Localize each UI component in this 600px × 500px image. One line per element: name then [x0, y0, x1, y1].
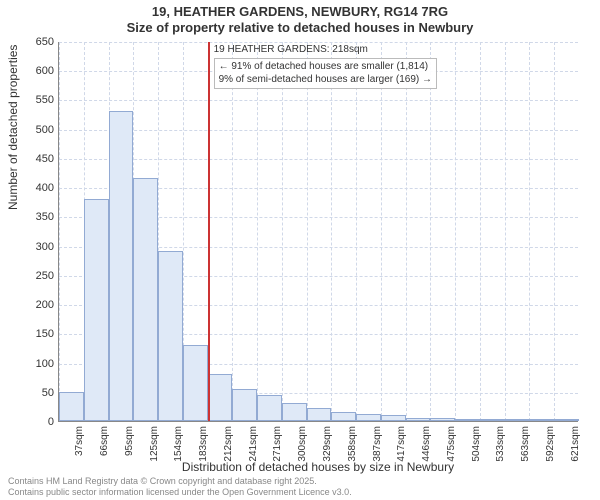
histogram-bar: [331, 412, 356, 421]
x-tick-label: 125sqm: [149, 426, 160, 486]
y-tick-label: 150: [24, 328, 54, 340]
histogram-bar: [133, 178, 158, 421]
histogram-bar: [505, 419, 530, 421]
histogram-bar: [406, 418, 431, 422]
histogram-bar: [109, 111, 134, 421]
vgrid-line: [257, 42, 258, 421]
vgrid-line: [282, 42, 283, 421]
x-tick-label: 154sqm: [173, 426, 184, 486]
vgrid-line: [455, 42, 456, 421]
y-tick-label: 250: [24, 270, 54, 282]
x-tick-label: 212sqm: [223, 426, 234, 486]
vgrid-line: [505, 42, 506, 421]
histogram-chart: 19, HEATHER GARDENS, NEWBURY, RG14 7RG S…: [0, 0, 600, 500]
x-tick-label: 621sqm: [570, 426, 581, 486]
x-tick-label: 95sqm: [124, 426, 135, 486]
x-tick-label: 504sqm: [471, 426, 482, 486]
histogram-bar: [183, 345, 208, 421]
x-tick-label: 66sqm: [99, 426, 110, 486]
vgrid-line: [406, 42, 407, 421]
vgrid-line: [480, 42, 481, 421]
histogram-bar: [84, 199, 109, 421]
y-tick-label: 600: [24, 65, 54, 77]
x-tick-label: 417sqm: [396, 426, 407, 486]
histogram-bar: [307, 408, 332, 421]
x-tick-label: 533sqm: [495, 426, 506, 486]
hgrid-line: [59, 42, 578, 43]
footer-line2: Contains public sector information licen…: [8, 487, 352, 498]
annotation-line: 9% of semi-detached houses are larger (1…: [219, 74, 432, 87]
histogram-bar: [356, 414, 381, 421]
x-tick-label: 358sqm: [347, 426, 358, 486]
histogram-bar: [158, 251, 183, 421]
x-tick-label: 37sqm: [74, 426, 85, 486]
x-tick-label: 271sqm: [272, 426, 283, 486]
histogram-bar: [430, 418, 455, 421]
histogram-bar: [455, 419, 480, 421]
vgrid-line: [59, 42, 60, 421]
annotation-title: 19 HEATHER GARDENS: 218sqm: [214, 44, 368, 55]
chart-title-line2: Size of property relative to detached ho…: [0, 20, 600, 35]
histogram-bar: [529, 419, 554, 421]
hgrid-line: [59, 130, 578, 131]
y-tick-label: 50: [24, 387, 54, 399]
y-tick-label: 500: [24, 124, 54, 136]
vgrid-line: [554, 42, 555, 421]
y-tick-label: 0: [24, 416, 54, 428]
x-tick-label: 446sqm: [421, 426, 432, 486]
x-tick-label: 387sqm: [372, 426, 383, 486]
y-tick-label: 450: [24, 153, 54, 165]
histogram-bar: [480, 419, 505, 421]
histogram-bar: [257, 395, 282, 421]
x-tick-label: 300sqm: [297, 426, 308, 486]
vgrid-line: [529, 42, 530, 421]
y-tick-label: 300: [24, 241, 54, 253]
histogram-bar: [232, 389, 257, 421]
y-tick-label: 650: [24, 36, 54, 48]
vgrid-line: [381, 42, 382, 421]
annotation-box: ← 91% of detached houses are smaller (1,…: [214, 58, 437, 89]
histogram-bar: [208, 374, 233, 421]
x-tick-label: 475sqm: [446, 426, 457, 486]
x-tick-label: 241sqm: [248, 426, 259, 486]
vgrid-line: [356, 42, 357, 421]
histogram-bar: [381, 415, 406, 421]
y-tick-label: 550: [24, 94, 54, 106]
y-axis-label: Number of detached properties: [6, 45, 20, 210]
annotation-line: ← 91% of detached houses are smaller (1,…: [219, 61, 432, 74]
y-tick-label: 200: [24, 299, 54, 311]
y-tick-label: 400: [24, 182, 54, 194]
hgrid-line: [59, 159, 578, 160]
histogram-bar: [59, 392, 84, 421]
y-tick-label: 100: [24, 358, 54, 370]
plot-area: 19 HEATHER GARDENS: 218sqm ← 91% of detac…: [58, 42, 578, 422]
reference-line: [208, 42, 210, 421]
vgrid-line: [331, 42, 332, 421]
x-tick-label: 563sqm: [520, 426, 531, 486]
vgrid-line: [232, 42, 233, 421]
vgrid-line: [307, 42, 308, 421]
histogram-bar: [554, 419, 579, 421]
histogram-bar: [282, 403, 307, 421]
x-tick-label: 183sqm: [198, 426, 209, 486]
x-tick-label: 329sqm: [322, 426, 333, 486]
chart-title-line1: 19, HEATHER GARDENS, NEWBURY, RG14 7RG: [0, 4, 600, 19]
vgrid-line: [430, 42, 431, 421]
y-tick-label: 350: [24, 211, 54, 223]
hgrid-line: [59, 100, 578, 101]
x-tick-label: 592sqm: [545, 426, 556, 486]
